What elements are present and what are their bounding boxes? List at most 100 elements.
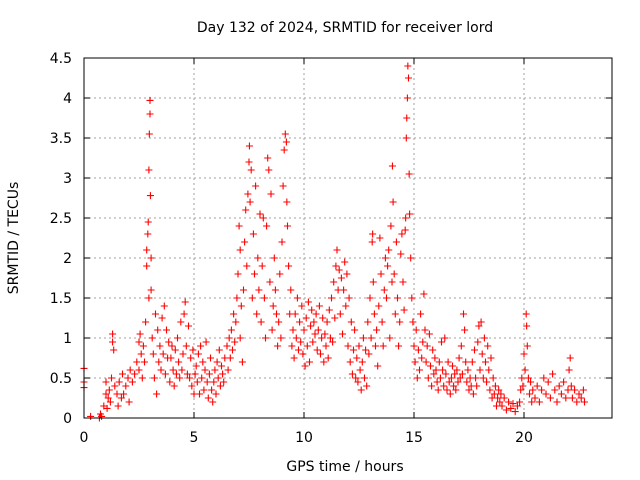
data-point <box>225 334 233 342</box>
data-point <box>145 166 153 174</box>
data-point <box>275 318 283 326</box>
data-point <box>336 310 344 318</box>
data-point <box>312 310 320 318</box>
data-point <box>158 314 166 322</box>
x-axis-ticks: 0 5 10 15 20 <box>80 58 533 446</box>
data-point <box>540 374 548 382</box>
data-point <box>424 374 432 382</box>
data-point <box>465 386 473 394</box>
data-point <box>238 358 246 366</box>
plot-frame <box>83 57 613 419</box>
data-point <box>331 314 339 322</box>
data-point <box>367 334 375 342</box>
data-point <box>288 342 296 350</box>
y-tick-label: 3 <box>63 171 72 187</box>
data-point <box>253 310 261 318</box>
data-point <box>243 262 251 270</box>
data-point <box>133 358 141 366</box>
data-point <box>319 314 327 322</box>
data-point <box>233 294 241 302</box>
data-point <box>451 370 459 378</box>
data-point <box>429 346 437 354</box>
data-point <box>365 350 373 358</box>
data-point <box>464 366 472 374</box>
data-point <box>245 158 253 166</box>
data-point <box>178 366 186 374</box>
data-point <box>147 286 155 294</box>
x-tick-label: 0 <box>80 430 89 446</box>
data-point <box>531 394 539 402</box>
data-point <box>520 350 528 358</box>
data-point <box>256 210 264 218</box>
data-point <box>270 254 278 262</box>
data-point <box>406 210 414 218</box>
data-point <box>298 302 306 310</box>
data-point <box>354 378 362 386</box>
data-point <box>135 338 143 346</box>
data-point <box>567 382 575 390</box>
data-point <box>553 398 561 406</box>
data-point <box>182 342 190 350</box>
data-point <box>198 374 206 382</box>
data-point <box>416 366 423 374</box>
data-point <box>152 310 159 318</box>
data-point <box>315 302 323 310</box>
data-point <box>355 342 363 350</box>
data-point <box>210 378 218 386</box>
data-point <box>317 350 324 358</box>
data-point <box>522 310 530 318</box>
data-point <box>104 394 112 402</box>
data-point <box>321 330 329 338</box>
data-point <box>422 358 430 366</box>
data-point <box>235 222 243 230</box>
data-point <box>436 374 444 382</box>
data-point <box>480 334 488 342</box>
data-point <box>410 342 418 350</box>
data-point <box>438 338 445 346</box>
data-point <box>254 254 262 262</box>
data-point <box>353 354 361 362</box>
data-point <box>471 346 478 354</box>
data-point <box>244 190 252 198</box>
data-point <box>533 382 541 390</box>
data-point <box>375 302 383 310</box>
y-tick-label: 1.5 <box>50 291 72 307</box>
data-point <box>120 390 128 398</box>
data-point <box>527 378 535 386</box>
data-point <box>528 398 536 406</box>
data-point <box>455 354 463 362</box>
data-point <box>291 310 299 318</box>
data-point <box>568 394 576 402</box>
data-point <box>117 394 125 402</box>
y-tick-label: 0.5 <box>50 371 72 387</box>
data-point <box>542 390 550 398</box>
data-point <box>358 358 366 366</box>
data-point <box>376 234 384 242</box>
data-point <box>359 334 367 342</box>
data-point <box>405 170 413 178</box>
data-point <box>517 386 525 394</box>
data-point <box>347 318 355 326</box>
data-point <box>491 382 499 390</box>
data-point <box>370 310 378 318</box>
data-point <box>142 318 150 326</box>
data-point <box>468 358 476 366</box>
data-point <box>177 318 185 326</box>
data-point <box>205 370 213 378</box>
data-point <box>242 206 250 214</box>
data-point <box>155 358 163 366</box>
data-point <box>200 386 208 394</box>
data-point <box>444 358 452 366</box>
data-point <box>264 154 272 162</box>
data-point <box>137 350 145 358</box>
data-point <box>251 270 258 278</box>
data-point <box>274 342 282 350</box>
data-point <box>306 358 313 366</box>
data-point <box>161 370 169 378</box>
data-point <box>269 302 277 310</box>
data-point <box>397 250 405 258</box>
data-point <box>564 386 572 394</box>
x-axis-label: GPS time / hours <box>286 459 403 475</box>
data-point <box>384 262 392 270</box>
data-point <box>98 412 106 420</box>
